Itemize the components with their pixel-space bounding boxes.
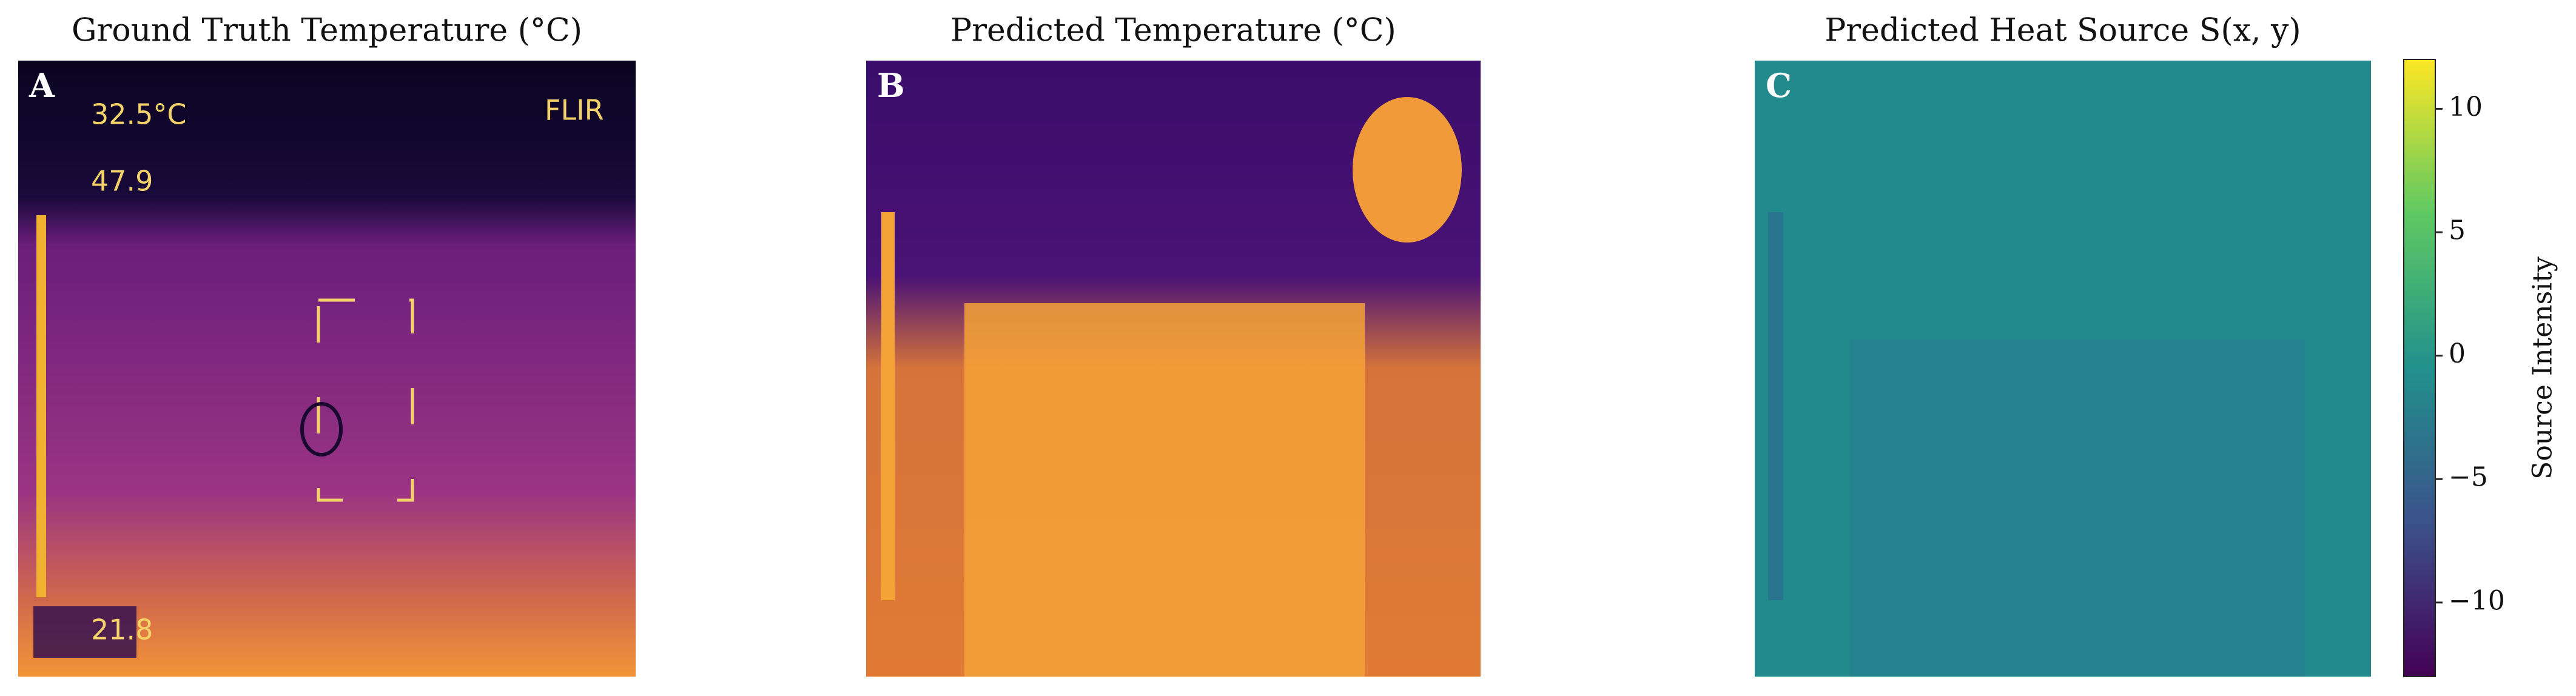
panel-title: Predicted Temperature (°C) [950, 13, 1396, 49]
panel-c-image [1755, 61, 2371, 677]
overlay-text: FLIR [545, 94, 604, 127]
panel-b-image [866, 61, 1481, 677]
colorbar [2403, 59, 2436, 677]
panel-label: A [29, 66, 55, 105]
panel-title: Predicted Heat Source S(x, y) [1824, 13, 2301, 49]
colorbar-tick-label: 10 [2449, 92, 2483, 122]
overlay-text: 32.5°C [91, 98, 187, 131]
colorbar-label: Source Intensity [2527, 256, 2558, 480]
colorbar-tick-label: −5 [2449, 462, 2488, 493]
panel-a-image [18, 61, 636, 677]
panel-label: B [877, 66, 905, 105]
colorbar-tick-label: −10 [2449, 585, 2505, 616]
panel-title: Ground Truth Temperature (°C) [72, 13, 582, 49]
panel-label: C [1766, 66, 1792, 105]
colorbar-tick-label: 0 [2449, 338, 2466, 369]
overlay-text: 21.8 [91, 614, 153, 646]
colorbar-tick-label: 5 [2449, 215, 2466, 246]
overlay-text: 47.9 [91, 165, 153, 198]
